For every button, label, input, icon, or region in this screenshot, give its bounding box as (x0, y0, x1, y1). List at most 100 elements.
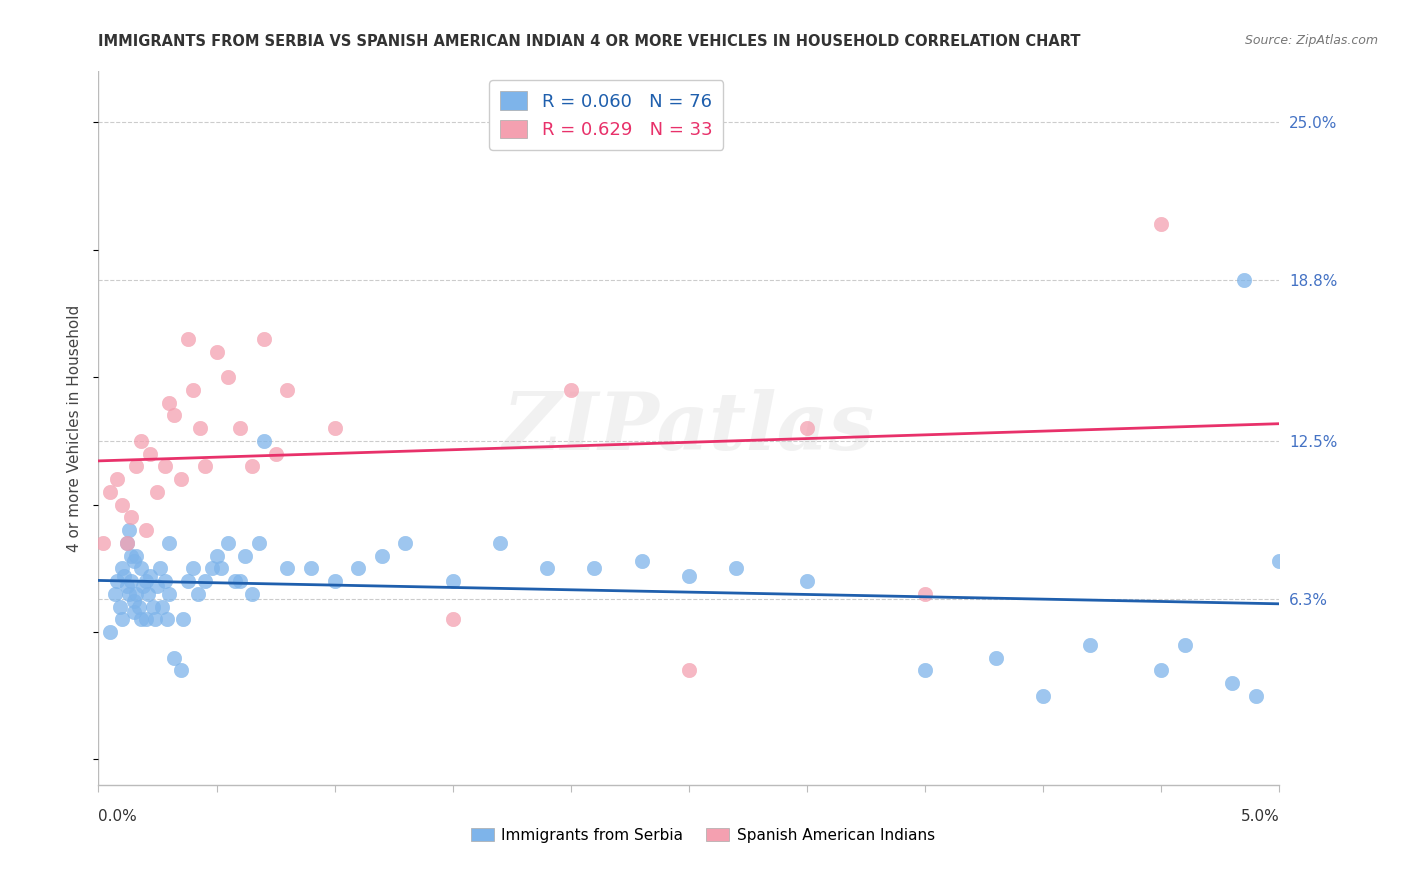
Point (323, 421, 346, 435)
Point (98, 484, 121, 499)
Point (157, 587, 180, 601)
Point (146, 579, 169, 593)
Point (583, 561, 606, 575)
Point (1233, 273, 1256, 287)
Point (125, 587, 148, 601)
Point (323, 574, 346, 588)
Point (229, 421, 252, 435)
Point (157, 395, 180, 409)
Point (914, 663, 936, 677)
Point (224, 574, 246, 588)
Point (139, 569, 162, 583)
Point (163, 409, 186, 423)
Point (187, 587, 209, 601)
Point (276, 383, 298, 397)
Point (253, 434, 276, 448)
Point (181, 383, 204, 397)
Point (796, 421, 818, 435)
Point (1244, 689, 1267, 703)
Point (129, 612, 152, 626)
Point (121, 574, 143, 588)
Point (111, 498, 134, 512)
Point (112, 569, 135, 583)
Point (796, 574, 818, 588)
Point (91, 536, 114, 550)
Point (125, 459, 148, 474)
Point (194, 574, 217, 588)
Point (678, 663, 700, 677)
Point (276, 561, 298, 575)
Point (678, 569, 700, 583)
Point (121, 510, 143, 524)
Point (128, 599, 150, 614)
Point (125, 549, 148, 563)
Text: IMMIGRANTS FROM SERBIA VS SPANISH AMERICAN INDIAN 4 OR MORE VEHICLES IN HOUSEHOL: IMMIGRANTS FROM SERBIA VS SPANISH AMERIC… (98, 34, 1081, 49)
Point (135, 523, 157, 537)
Point (1150, 663, 1173, 677)
Point (177, 332, 200, 346)
Point (371, 549, 394, 563)
Point (105, 472, 128, 486)
Point (139, 447, 162, 461)
Point (170, 663, 193, 677)
Point (441, 574, 464, 588)
Point (132, 579, 155, 593)
Point (201, 561, 224, 575)
Point (240, 459, 263, 474)
Point (135, 612, 157, 626)
Point (630, 554, 652, 568)
Point (115, 579, 138, 593)
Point (1150, 217, 1173, 231)
Legend: Immigrants from Serbia, Spanish American Indians: Immigrants from Serbia, Spanish American… (465, 822, 941, 848)
Point (104, 587, 127, 601)
Point (229, 574, 252, 588)
Point (205, 549, 228, 563)
Point (170, 472, 193, 486)
Point (156, 612, 179, 626)
Point (264, 447, 287, 461)
Point (247, 536, 270, 550)
Point (1080, 638, 1102, 652)
Point (129, 434, 152, 448)
Y-axis label: 4 or more Vehicles in Household: 4 or more Vehicles in Household (67, 304, 83, 552)
Point (914, 587, 936, 601)
Text: ZIPatlas: ZIPatlas (503, 390, 875, 467)
Point (121, 549, 143, 563)
Point (157, 536, 180, 550)
Point (209, 561, 232, 575)
Point (136, 587, 159, 601)
Point (98, 625, 121, 640)
Point (122, 594, 145, 608)
Point (181, 561, 204, 575)
Point (217, 536, 239, 550)
Point (122, 554, 145, 568)
Legend: R = 0.060   N = 76, R = 0.629   N = 33: R = 0.060 N = 76, R = 0.629 N = 33 (489, 80, 723, 150)
Point (172, 612, 194, 626)
Point (299, 561, 322, 575)
Point (347, 561, 370, 575)
Point (142, 599, 165, 614)
Point (394, 536, 416, 550)
Point (233, 549, 256, 563)
Text: 5.0%: 5.0% (1240, 809, 1279, 823)
Point (1174, 638, 1197, 652)
Point (489, 536, 512, 550)
Point (129, 561, 152, 575)
Text: Source: ZipAtlas.com: Source: ZipAtlas.com (1244, 34, 1378, 47)
Point (105, 574, 128, 588)
Point (153, 459, 176, 474)
Point (194, 459, 217, 474)
Point (217, 370, 239, 384)
Point (188, 421, 211, 435)
Point (111, 612, 134, 626)
Point (111, 561, 134, 575)
Point (122, 605, 145, 619)
Point (146, 484, 169, 499)
Point (115, 536, 138, 550)
Point (725, 561, 748, 575)
Point (1268, 554, 1291, 568)
Point (150, 599, 173, 614)
Point (253, 332, 276, 346)
Point (1220, 676, 1243, 690)
Point (118, 587, 141, 601)
